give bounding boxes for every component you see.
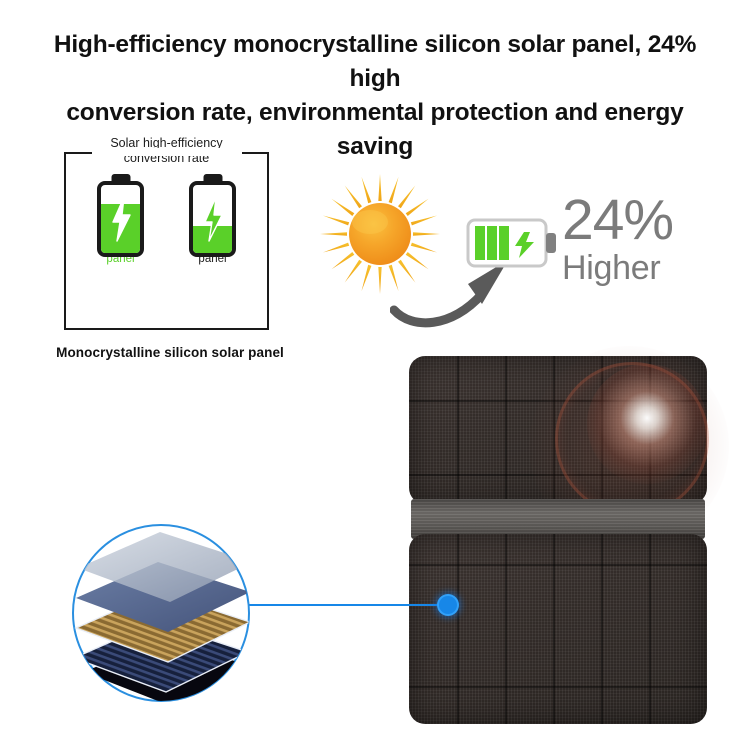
percent-higher-block: 24% Higher bbox=[562, 188, 712, 287]
exploded-layer-diagram bbox=[73, 532, 249, 701]
cell-divider bbox=[553, 534, 555, 724]
cell-divider bbox=[409, 400, 707, 402]
cell-divider bbox=[457, 356, 459, 504]
cell-divider bbox=[409, 474, 707, 476]
cell-divider bbox=[649, 356, 651, 504]
lightning-bolt-icon bbox=[203, 196, 223, 242]
cell-divider bbox=[457, 534, 459, 724]
page-title: High-efficiency monocrystalline silicon … bbox=[26, 28, 724, 164]
panel-segment-bottom bbox=[409, 534, 707, 724]
battery-terminal bbox=[203, 174, 222, 183]
folding-solar-panel-photo bbox=[409, 346, 729, 724]
cell-divider bbox=[409, 686, 707, 688]
cell-divider bbox=[601, 534, 603, 724]
comparison-card-caption: Monocrystalline silicon solar panel bbox=[56, 345, 284, 360]
cell-divider bbox=[553, 356, 555, 504]
battery-icon bbox=[97, 174, 144, 257]
cell-divider bbox=[409, 564, 707, 566]
card-title-line-1: Solar high-efficiency bbox=[110, 136, 223, 150]
cell-divider bbox=[505, 534, 507, 724]
battery-comparison-row: 24% Our solar panel 14% bbox=[64, 174, 269, 266]
battery-body bbox=[189, 181, 236, 257]
panel-callout-dot[interactable] bbox=[437, 594, 459, 616]
battery-column-ours: 24% Our solar panel bbox=[93, 174, 149, 266]
cell-divider bbox=[505, 356, 507, 504]
callout-connector-line bbox=[249, 604, 441, 606]
battery-icon bbox=[189, 174, 236, 257]
percent-caption: Higher bbox=[562, 249, 661, 287]
headline-line-2: conversion rate, environmental protectio… bbox=[66, 99, 684, 160]
tempered-glass-layer bbox=[78, 532, 249, 602]
percent-value: 24% bbox=[562, 188, 674, 252]
headline-line-1: High-efficiency monocrystalline silicon … bbox=[53, 31, 697, 92]
battery-body bbox=[97, 181, 144, 257]
lens-flare-core bbox=[587, 364, 707, 484]
cell-divider bbox=[649, 534, 651, 724]
lens-flare-ring bbox=[555, 362, 709, 516]
lightning-bolt-icon bbox=[111, 196, 131, 242]
battery-terminal bbox=[111, 174, 130, 183]
panel-hinge-fold bbox=[411, 499, 705, 539]
battery-column-other: 14% Other solar panel bbox=[185, 174, 241, 266]
card-bracket-notch bbox=[92, 148, 242, 156]
cell-divider bbox=[601, 356, 603, 504]
comparison-card: 24% Our solar panel 14% bbox=[64, 148, 269, 330]
horizontal-battery-charging-icon bbox=[466, 218, 556, 268]
sun-icon bbox=[320, 174, 440, 294]
panel-segment-top bbox=[409, 346, 729, 546]
curved-arrow-icon bbox=[390, 260, 508, 328]
